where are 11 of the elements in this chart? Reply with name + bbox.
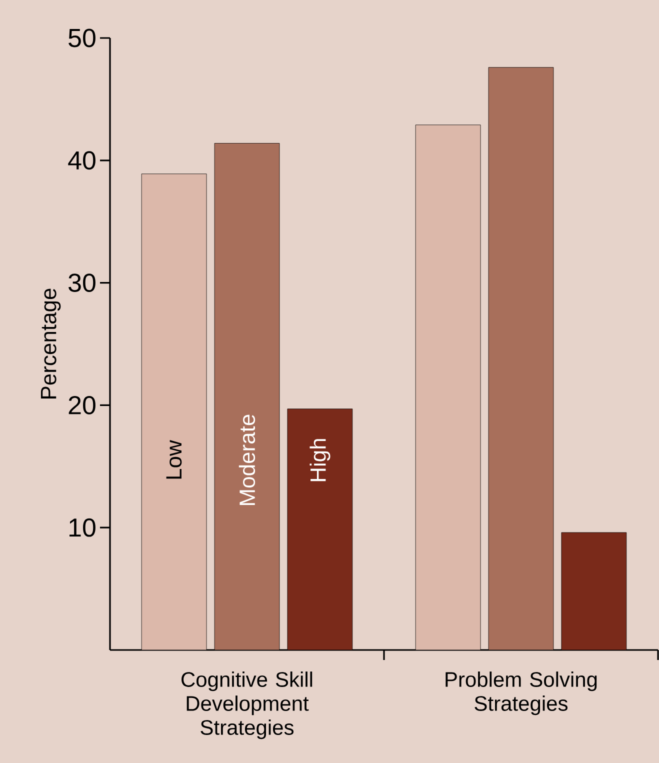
y-tick-label: 20 (68, 396, 96, 414)
y-tick-label: 40 (68, 151, 96, 170)
y-tick-label: 50 (68, 28, 96, 48)
series-label: High (310, 439, 330, 482)
y-tick-label: 30 (68, 274, 96, 292)
y-axis-title: Percentage (40, 288, 61, 398)
x-tick-label: Problem Solving Strategies (446, 672, 597, 716)
series-label: Low (166, 440, 182, 479)
x-tick-label: Cognitive Skill Development Strategies (182, 672, 312, 740)
y-tick-label: 10 (70, 518, 96, 537)
series-label: Moderate (238, 414, 256, 505)
